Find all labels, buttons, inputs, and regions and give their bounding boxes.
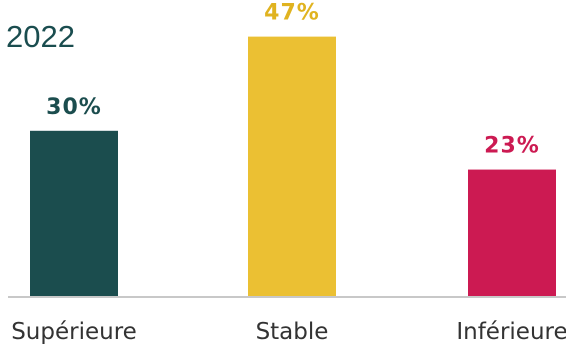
bar-inférieure (468, 169, 556, 297)
value-label-inférieure: 23% (484, 134, 540, 159)
chart-title: 2022 (6, 19, 75, 54)
value-label-stable: 47% (264, 1, 320, 26)
category-label-stable: Stable (256, 319, 329, 344)
value-label-supérieure: 30% (46, 95, 102, 120)
category-label-inférieure: Inférieure (456, 319, 566, 344)
bars-group (30, 36, 556, 298)
category-label-supérieure: Supérieure (11, 319, 137, 344)
labels-group: 30% Supérieure 47% Stable 23% Inférieure (11, 1, 566, 344)
bar-stable (248, 36, 336, 298)
bar-supérieure (30, 130, 118, 297)
